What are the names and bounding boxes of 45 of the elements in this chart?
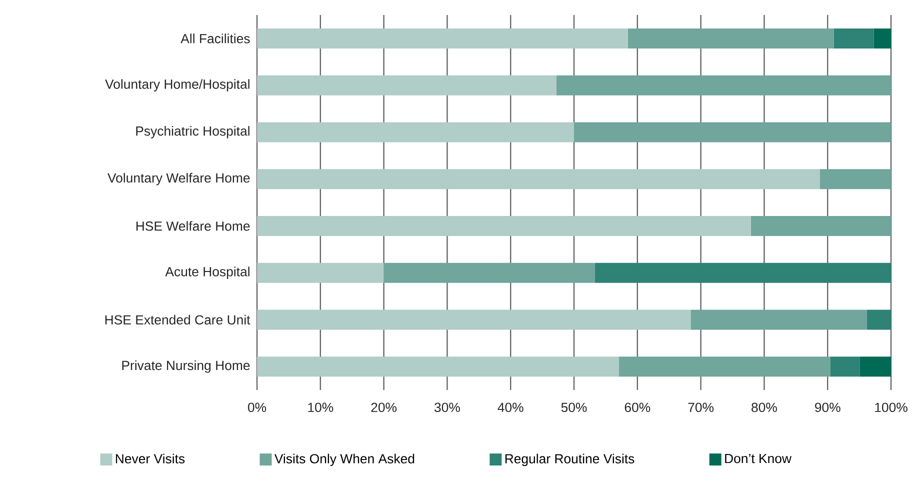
y-tick-label: Acute Hospital — [165, 266, 250, 279]
bar — [384, 262, 595, 283]
x-tick-label: 0% — [248, 402, 266, 412]
bar — [556, 75, 892, 96]
legend-label: Visits Only When Asked — [274, 454, 414, 466]
bar — [690, 310, 867, 330]
bar — [594, 262, 892, 283]
y-tick-label: Private Nursing Home — [122, 360, 250, 373]
bar — [860, 356, 892, 377]
x-tick-label: 20% — [371, 402, 397, 412]
bar — [257, 216, 751, 236]
bar — [257, 310, 691, 330]
y-tick-label: Voluntary Welfare Home — [108, 172, 250, 186]
bar — [628, 28, 834, 48]
bar — [874, 28, 892, 48]
x-tick-label: 10% — [308, 402, 334, 412]
bar — [257, 75, 556, 96]
bar — [866, 310, 892, 330]
bar — [257, 169, 820, 190]
y-tick-label: Psychiatric Hospital — [136, 126, 250, 138]
x-tick-label: 70% — [688, 402, 714, 412]
bar — [257, 28, 628, 48]
bar — [830, 356, 860, 377]
bar — [574, 122, 892, 142]
bar — [619, 356, 830, 377]
legend-label: Never Visits — [116, 454, 185, 464]
bar — [750, 216, 892, 236]
y-tick-label: Voluntary Home/Hospital — [105, 79, 250, 92]
legend-label: Regular Routine Visits — [505, 454, 634, 466]
bar — [257, 122, 574, 142]
bar — [834, 28, 874, 48]
x-tick-label: 100% — [875, 402, 908, 412]
x-tick-label: 40% — [498, 402, 524, 412]
y-tick-label: HSE Welfare Home — [136, 221, 250, 231]
bar — [257, 356, 620, 377]
bar — [820, 169, 892, 190]
x-tick-label: 60% — [624, 402, 650, 412]
bar — [257, 262, 384, 283]
y-tick-label: All Facilities — [180, 34, 250, 44]
legend-label: Don’t Know — [725, 454, 792, 464]
x-tick-label: 90% — [815, 402, 840, 412]
x-tick-label: 50% — [561, 402, 587, 412]
x-tick-label: 30% — [434, 402, 460, 412]
x-tick-label: 80% — [752, 402, 777, 412]
y-tick-label: HSE Extended Care Unit — [105, 314, 250, 325]
